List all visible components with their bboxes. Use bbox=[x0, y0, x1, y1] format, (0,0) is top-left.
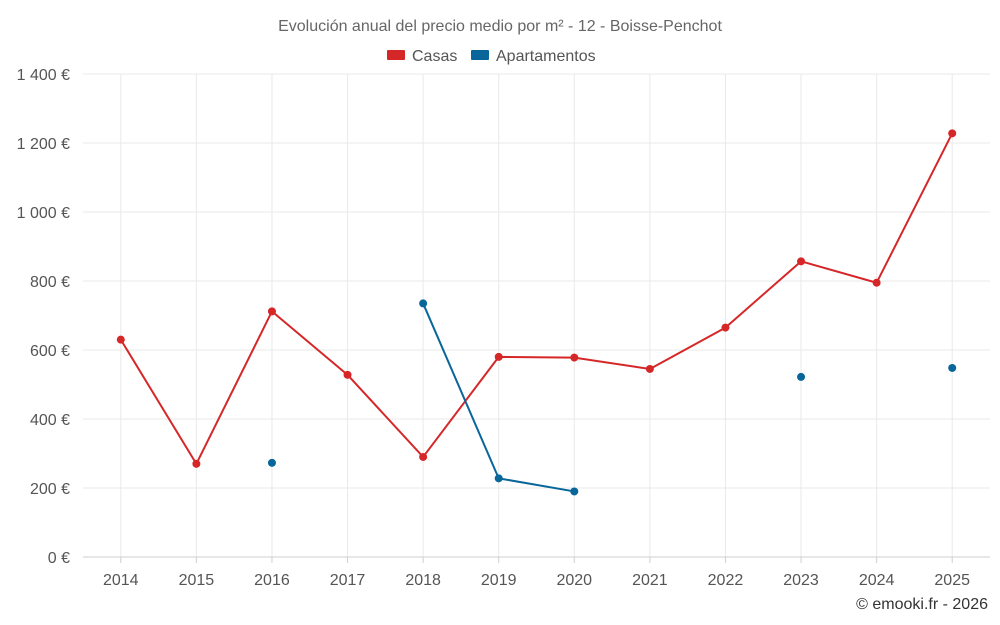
x-tick-label: 2021 bbox=[632, 572, 668, 589]
data-point-casas-2022[interactable] bbox=[721, 323, 730, 332]
data-point-casas-2025[interactable] bbox=[948, 129, 957, 138]
x-tick-label: 2023 bbox=[783, 572, 819, 589]
x-tick-label: 2015 bbox=[179, 572, 215, 589]
data-point-apartamentos-2016[interactable] bbox=[267, 458, 276, 467]
series-line-casas bbox=[119, 132, 954, 465]
x-tick-label: 2019 bbox=[481, 572, 517, 589]
x-tick-label: 2018 bbox=[405, 572, 441, 589]
data-point-casas-2021[interactable] bbox=[645, 364, 654, 373]
data-point-casas-2018[interactable] bbox=[419, 452, 428, 461]
y-tick-label: 0 € bbox=[48, 550, 70, 567]
legend-item-apartamentos[interactable]: Apartamentos bbox=[471, 48, 596, 65]
y-tick-label: 600 € bbox=[30, 343, 70, 360]
data-point-apartamentos-2023[interactable] bbox=[797, 372, 806, 381]
data-point-apartamentos-2025[interactable] bbox=[948, 363, 957, 372]
data-point-casas-2024[interactable] bbox=[872, 278, 881, 287]
data-point-apartamentos-2018[interactable] bbox=[419, 299, 428, 308]
data-point-casas-2015[interactable] bbox=[192, 459, 201, 468]
data-point-apartamentos-2019[interactable] bbox=[494, 474, 503, 483]
x-tick-label: 2024 bbox=[859, 572, 895, 589]
x-tick-label: 2017 bbox=[330, 572, 366, 589]
chart-legend: Casas Apartamentos bbox=[387, 48, 596, 65]
chart-grid bbox=[83, 73, 990, 557]
series-casas bbox=[116, 129, 957, 468]
x-tick-label: 2014 bbox=[103, 572, 139, 589]
data-point-apartamentos-2020[interactable] bbox=[570, 487, 579, 496]
legend-label-casas: Casas bbox=[412, 48, 457, 65]
chart-title: Evolución anual del precio medio por m² … bbox=[278, 18, 722, 35]
data-point-casas-2019[interactable] bbox=[494, 352, 503, 361]
legend-swatch-casas bbox=[387, 50, 405, 60]
legend-label-apartamentos: Apartamentos bbox=[496, 48, 596, 65]
y-tick-label: 400 € bbox=[30, 412, 70, 429]
x-tick-label: 2020 bbox=[556, 572, 592, 589]
y-tick-label: 800 € bbox=[30, 274, 70, 291]
x-tick-label: 2016 bbox=[254, 572, 290, 589]
y-tick-label: 1 000 € bbox=[17, 205, 70, 222]
x-tick-label: 2022 bbox=[708, 572, 744, 589]
legend-item-casas[interactable]: Casas bbox=[387, 48, 457, 65]
credit-text: © emooki.fr - 2026 bbox=[856, 596, 988, 613]
x-tick-label: 2025 bbox=[934, 572, 970, 589]
y-tick-label: 1 400 € bbox=[17, 67, 70, 84]
chart-series bbox=[116, 129, 957, 496]
data-point-casas-2014[interactable] bbox=[116, 335, 125, 344]
data-point-casas-2020[interactable] bbox=[570, 353, 579, 362]
x-axis: 2014 2015 2016 2017 2018 2019 2020 2021 2022 2023… bbox=[83, 556, 990, 589]
legend-swatch-apartamentos bbox=[471, 50, 489, 60]
y-axis: 0 € 200 € 400 € 600 € 800 € 1 000 € 1 200 € 1 4… bbox=[17, 67, 70, 567]
data-point-casas-2017[interactable] bbox=[343, 370, 352, 379]
data-point-casas-2023[interactable] bbox=[797, 257, 806, 266]
data-point-casas-2016[interactable] bbox=[267, 307, 276, 316]
y-tick-label: 200 € bbox=[30, 481, 70, 498]
y-tick-label: 1 200 € bbox=[17, 136, 70, 153]
series-apartamentos bbox=[267, 299, 957, 496]
